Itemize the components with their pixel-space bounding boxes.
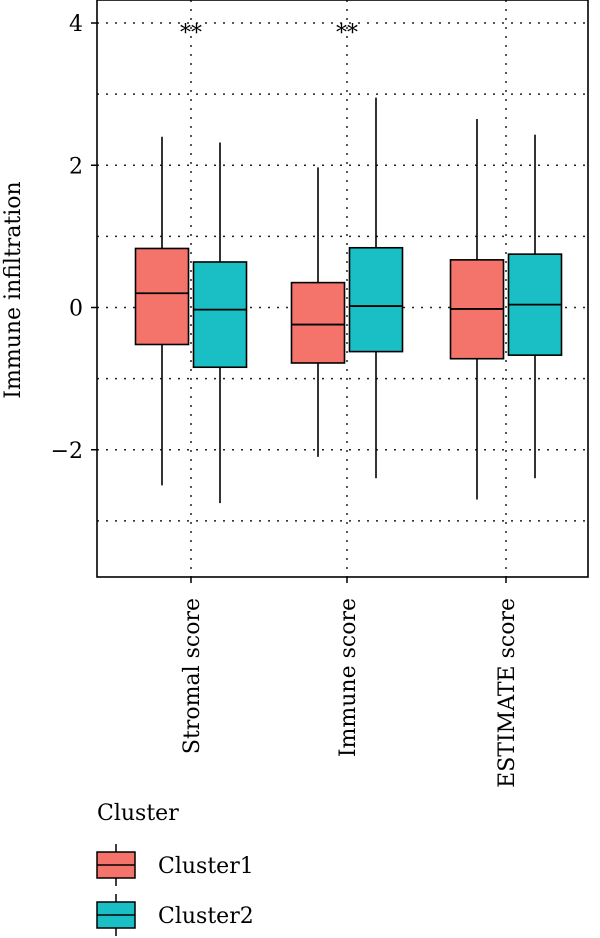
x-tick-label: Stromal score	[180, 598, 205, 754]
y-tick-label: 2	[69, 154, 83, 179]
legend: Cluster Cluster1 Cluster2	[96, 801, 254, 936]
box-cluster1	[134, 247, 190, 346]
y-tick-label: 0	[69, 297, 83, 322]
box-layer	[134, 97, 563, 504]
y-tick-label: −2	[51, 439, 83, 464]
legend-title: Cluster	[97, 801, 179, 826]
x-tick-label: ESTIMATE score	[495, 598, 520, 788]
y-axis-label: Immune infiltration	[1, 181, 26, 398]
plot-frame	[96, 0, 589, 578]
box-cluster1	[290, 281, 346, 364]
y-axis: 4 2 0 −2	[51, 12, 97, 464]
significance-mark: **	[180, 21, 202, 46]
x-tick-label: Immune score	[336, 598, 361, 757]
significance-mark: **	[336, 21, 358, 46]
legend-label: Cluster2	[158, 904, 254, 929]
x-axis: Stromal score Immune score ESTIMATE score	[180, 577, 520, 788]
box-cluster2	[348, 246, 404, 353]
y-tick-label: 4	[69, 12, 83, 37]
legend-label: Cluster1	[158, 854, 254, 879]
significance-layer: ** **	[180, 21, 358, 46]
box-cluster2	[192, 261, 248, 369]
